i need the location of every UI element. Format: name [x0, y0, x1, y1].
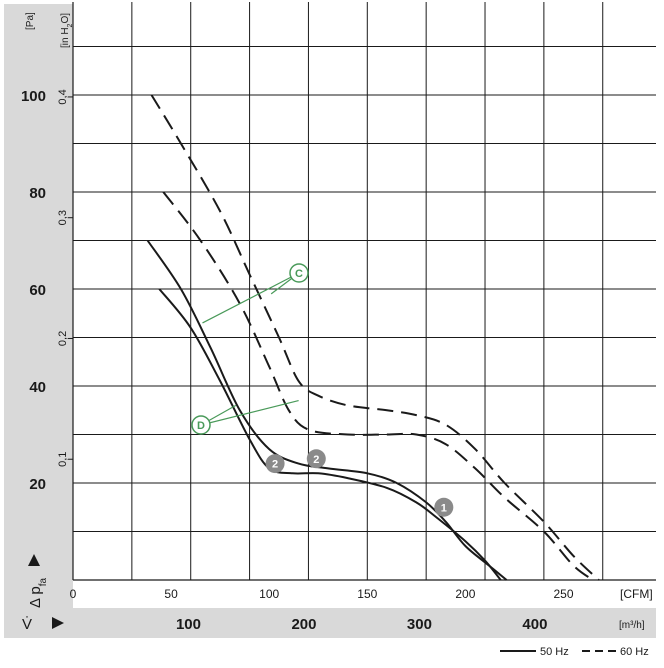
y2-tick-label: 0,1: [57, 452, 69, 467]
y2-axis-unit: [in H2O]: [60, 13, 74, 48]
y2-tick-label: 0,3: [57, 210, 69, 225]
x-axis-unit: [CFM]: [620, 587, 653, 601]
plot-area: [73, 2, 656, 580]
y-tick-label: 100: [21, 88, 46, 105]
y-axis-arrow: [28, 554, 40, 566]
series-line-60hz-curve-c: [150, 94, 600, 581]
y-tick-label: 60: [29, 282, 46, 299]
x2-tick-label: 400: [522, 616, 547, 633]
x2-tick-label: 100: [176, 616, 201, 633]
x-axis-symbol: V̇: [22, 616, 32, 633]
x-axis-arrow: [52, 617, 64, 629]
x-tick-label: 150: [357, 587, 377, 601]
annotation-c-label: C: [295, 268, 303, 280]
curve-marker-label: 2: [272, 459, 278, 471]
annotations: CD: [191, 263, 309, 435]
annotation-d-circle: [191, 415, 211, 435]
y-axis-symbol: Δ pfa: [27, 578, 49, 608]
x2-axis-band: [4, 608, 656, 638]
y2-tick-label: 0,4: [57, 89, 69, 104]
annotation-c-leader: [202, 272, 300, 324]
y-tick-label: 40: [29, 379, 46, 396]
x-tick-label: 100: [259, 587, 279, 601]
annotation-c-circle: [289, 263, 309, 283]
legend-label-50hz: 50 Hz: [540, 646, 569, 658]
y-axis-band: [4, 4, 73, 610]
series-line-50hz-curve-1: [146, 239, 508, 581]
legend: 50 Hz 60 Hz: [500, 646, 649, 658]
x-tick-label: 250: [553, 587, 573, 601]
markers: 2 2 1: [265, 449, 454, 517]
grid: [72, 2, 656, 581]
y-axis-unit: [Pa]: [25, 12, 36, 30]
x-tick-label: 50: [164, 587, 178, 601]
curve-marker-label: 2: [313, 454, 319, 466]
y2-tick-label: 0,2: [57, 331, 69, 346]
y-tick-label: 20: [29, 476, 46, 493]
series-line-60hz-curve-d: [162, 191, 594, 581]
curve-marker-1: [434, 497, 454, 517]
ticks: 20 40 60 80 100 0,1 0,2 0,3 0,4 0 50 100 150 200 250 10…: [21, 88, 574, 633]
curves: [146, 94, 600, 581]
y-tick-label: 80: [29, 185, 46, 202]
annotation-d-leader: [200, 399, 299, 426]
x2-axis-unit: [m³/h]: [619, 620, 645, 631]
curve-marker-label: 1: [441, 502, 447, 514]
annotation-d-label: D: [197, 420, 205, 432]
x-tick-label: 200: [455, 587, 475, 601]
x-tick-label: 0: [70, 587, 77, 601]
x2-tick-label: 300: [407, 616, 432, 633]
series-line-50hz-curve-2: [158, 288, 502, 581]
curve-marker-2: [306, 449, 326, 469]
x2-tick-label: 200: [291, 616, 316, 633]
curve-marker-2: [265, 454, 285, 474]
legend-label-60hz: 60 Hz: [620, 646, 649, 658]
